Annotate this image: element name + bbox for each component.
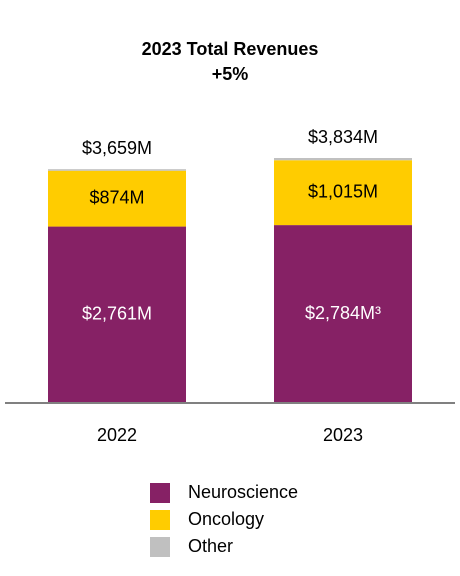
x-tick-label: 2022 [97,425,137,445]
legend-swatch [150,510,170,530]
x-tick-label: 2023 [323,425,363,445]
bar-segment [48,170,186,227]
data-label: $1,015M [308,181,378,201]
data-label: $874M [89,187,144,207]
legend-swatch [150,483,170,503]
total-label: $3,834M [308,127,378,147]
legend-label: Neuroscience [188,482,298,502]
data-label: $2,761M [82,304,152,324]
bar-segment [274,225,412,403]
chart-title: 2023 Total Revenues [142,39,319,59]
data-label: $2,784M³ [305,303,381,323]
bar-segment [48,169,186,171]
bar-segment [48,226,186,403]
bar-segment [274,158,412,161]
bar-segment [274,160,412,226]
chart-subtitle: +5% [212,64,249,84]
legend-label: Oncology [188,509,264,529]
legend-swatch [150,537,170,557]
total-label: $3,659M [82,138,152,158]
legend-label: Other [188,536,233,556]
